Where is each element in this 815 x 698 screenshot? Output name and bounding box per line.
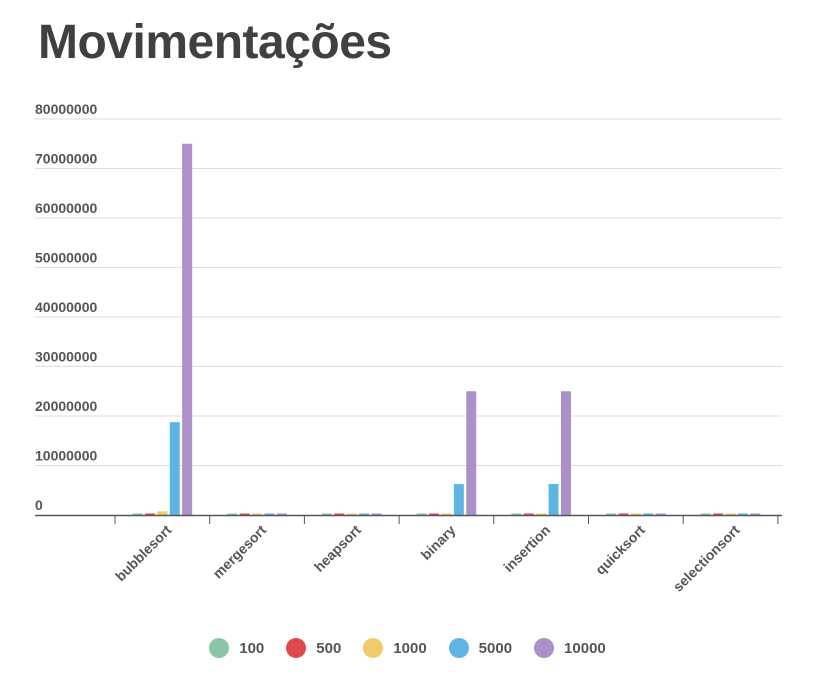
bar-heapsort-100 xyxy=(321,513,332,515)
bar-binary-1000 xyxy=(441,513,452,515)
x-tick-label: bubblesort xyxy=(112,522,175,585)
bar-selectionsort-10000 xyxy=(750,513,761,515)
bar-bubblesort-100 xyxy=(132,513,143,515)
bar-heapsort-500 xyxy=(334,513,345,515)
y-tick-label: 60000000 xyxy=(35,200,98,216)
bar-binary-5000 xyxy=(453,484,464,515)
x-tick-label: binary xyxy=(418,522,459,563)
bar-quicksort-1000 xyxy=(630,513,641,515)
bar-insertion-500 xyxy=(523,513,534,515)
bar-quicksort-100 xyxy=(606,513,617,515)
legend-item: 10000 xyxy=(534,638,606,658)
bar-insertion-100 xyxy=(511,513,522,515)
legend-label: 1000 xyxy=(393,639,427,657)
bar-binary-10000 xyxy=(466,391,477,515)
bar-bubblesort-10000 xyxy=(182,143,193,515)
bar-selectionsort-5000 xyxy=(737,513,748,515)
x-tick-label: quicksort xyxy=(592,522,648,578)
x-tick-label: heapsort xyxy=(311,522,364,575)
chart-title: Movimentações xyxy=(38,16,392,69)
legend-item: 500 xyxy=(286,638,341,658)
bar-bubblesort-1000 xyxy=(157,511,168,515)
legend-item: 100 xyxy=(209,638,264,658)
chart-legend: 100 500 1000 5000 10000 xyxy=(0,638,815,658)
legend-label: 100 xyxy=(239,639,265,657)
legend-label: 10000 xyxy=(564,639,606,657)
bar-mergesort-500 xyxy=(239,513,250,515)
bar-heapsort-1000 xyxy=(346,513,357,515)
y-tick-label: 80000000 xyxy=(35,101,98,117)
bar-mergesort-10000 xyxy=(276,513,287,515)
legend-swatch xyxy=(209,638,230,658)
y-tick-label: 40000000 xyxy=(35,299,98,315)
legend-swatch xyxy=(363,638,384,658)
x-tick-label: insertion xyxy=(500,522,553,575)
bar-selectionsort-1000 xyxy=(725,513,736,515)
bar-mergesort-5000 xyxy=(264,513,275,515)
legend-item: 5000 xyxy=(448,638,513,658)
bar-binary-500 xyxy=(429,513,440,515)
bar-insertion-1000 xyxy=(536,513,547,515)
bar-quicksort-10000 xyxy=(655,513,666,515)
y-tick-label: 20000000 xyxy=(35,398,98,414)
bar-bubblesort-5000 xyxy=(169,422,180,515)
y-tick-label: 10000000 xyxy=(35,448,98,464)
bar-mergesort-1000 xyxy=(252,513,263,515)
legend-label: 5000 xyxy=(478,639,513,657)
bar-insertion-10000 xyxy=(560,391,571,515)
bar-heapsort-10000 xyxy=(371,513,382,515)
y-tick-label: 30000000 xyxy=(35,349,98,365)
bar-heapsort-5000 xyxy=(359,513,370,515)
legend-swatch xyxy=(534,638,555,658)
y-tick-label: 70000000 xyxy=(35,151,98,167)
bar-mergesort-100 xyxy=(227,513,238,515)
bar-binary-100 xyxy=(416,513,427,515)
bar-selectionsort-100 xyxy=(700,513,711,515)
legend-item: 1000 xyxy=(363,638,427,658)
legend-swatch xyxy=(286,638,307,658)
bar-quicksort-5000 xyxy=(643,513,654,515)
bar-selectionsort-500 xyxy=(713,513,724,515)
bar-insertion-5000 xyxy=(548,484,559,515)
y-tick-label: 50000000 xyxy=(35,250,98,266)
y-tick-label: 0 xyxy=(35,497,43,513)
bar-quicksort-500 xyxy=(618,513,629,515)
x-tick-label: mergesort xyxy=(209,522,269,582)
bar-bubblesort-500 xyxy=(144,513,155,515)
legend-label: 500 xyxy=(316,639,342,657)
legend-swatch xyxy=(448,638,469,658)
x-tick-label: selectionsort xyxy=(670,522,743,595)
